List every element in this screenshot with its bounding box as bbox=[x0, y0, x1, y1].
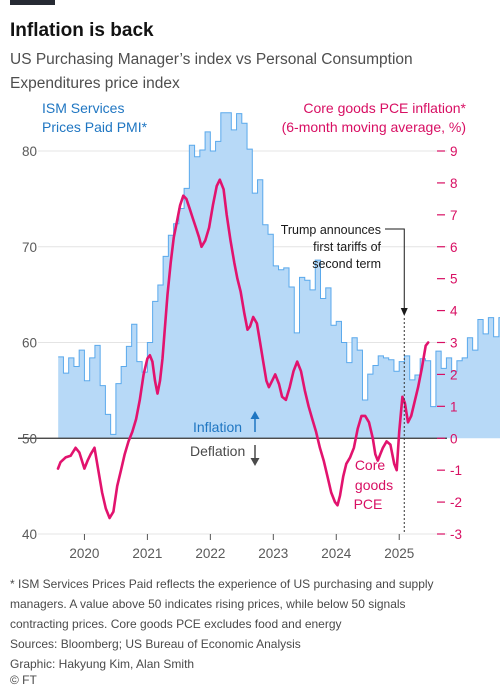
x-tick-2025: 2025 bbox=[384, 546, 414, 561]
right-axis-ticks: 9 8 7 6 5 4 3 2 1 0 -1 -2 -3 bbox=[437, 144, 462, 542]
chart-title: Inflation is back bbox=[10, 20, 154, 41]
pmi-area-series bbox=[58, 112, 500, 439]
right-tick-2: 2 bbox=[450, 367, 458, 382]
x-tick-2022: 2022 bbox=[195, 546, 225, 561]
annotation-line-3: second term bbox=[312, 257, 381, 271]
arrow-down-icon bbox=[250, 445, 260, 466]
footnote-line-3: contracting prices. Core goods PCE exclu… bbox=[10, 617, 342, 631]
left-axis-label-line-2: Prices Paid PMI* bbox=[42, 119, 148, 135]
right-tick-6: 6 bbox=[450, 240, 458, 255]
x-axis-ticks: 2020 2021 2022 2023 2024 2025 bbox=[69, 534, 414, 561]
right-tick--1: -1 bbox=[450, 463, 462, 478]
right-tick-0: 0 bbox=[450, 431, 458, 446]
annotation-arrow-icon bbox=[400, 308, 408, 316]
left-axis-ticks: 80 70 60 50 40 bbox=[22, 144, 37, 542]
tariff-annotation: Trump announces first tariffs of second … bbox=[281, 223, 408, 534]
right-axis-label-line-1: Core goods PCE inflation* bbox=[303, 100, 466, 116]
brand-bar bbox=[10, 0, 55, 5]
footnote: * ISM Services Prices Paid reflects the … bbox=[10, 574, 490, 674]
right-tick-4: 4 bbox=[450, 304, 458, 319]
x-tick-2023: 2023 bbox=[258, 546, 288, 561]
pce-series-label-line-1: Core bbox=[355, 457, 386, 473]
left-tick-80: 80 bbox=[22, 144, 37, 159]
ft-copyright: © FT bbox=[10, 673, 37, 687]
annotation-line-2: first tariffs of bbox=[313, 240, 381, 254]
right-axis-label-line-2: (6-month moving average, %) bbox=[282, 119, 466, 135]
pmi-area-fill bbox=[58, 112, 500, 439]
subtitle-line-1: US Purchasing Manager’s index vs Persona… bbox=[10, 51, 413, 68]
arrow-up-icon bbox=[250, 411, 260, 432]
pce-series-label-line-3: PCE bbox=[354, 496, 383, 512]
right-tick-5: 5 bbox=[450, 272, 458, 287]
footnote-line-2: managers. A value above 50 indicates ris… bbox=[10, 597, 406, 611]
pmi-area-outline bbox=[58, 112, 500, 435]
pce-series-label-line-2: goods bbox=[355, 477, 393, 493]
right-tick-7: 7 bbox=[450, 208, 458, 223]
left-tick-40: 40 bbox=[22, 527, 37, 542]
left-axis-label-line-1: ISM Services bbox=[42, 100, 124, 116]
pce-line-path bbox=[56, 178, 430, 520]
left-tick-50: 50 bbox=[22, 431, 37, 446]
x-tick-2021: 2021 bbox=[132, 546, 162, 561]
x-tick-2024: 2024 bbox=[321, 546, 352, 561]
right-tick-3: 3 bbox=[450, 336, 458, 351]
subtitle-line-2: Expenditures price index bbox=[10, 75, 180, 92]
right-tick-9: 9 bbox=[450, 144, 458, 159]
footnote-credits: Graphic: Hakyung Kim, Alan Smith bbox=[10, 657, 195, 671]
x-tick-2020: 2020 bbox=[69, 546, 99, 561]
inflation-label: Inflation bbox=[193, 419, 242, 435]
annotation-line-1: Trump announces bbox=[281, 223, 381, 237]
footnote-sources: Sources: Bloomberg; US Bureau of Economi… bbox=[10, 637, 301, 651]
right-tick-8: 8 bbox=[450, 176, 458, 191]
deflation-label: Deflation bbox=[190, 443, 245, 459]
right-tick-1: 1 bbox=[450, 399, 458, 414]
pce-line-series bbox=[56, 178, 430, 520]
chart-subtitle: US Purchasing Manager’s index vs Persona… bbox=[10, 48, 480, 96]
right-tick--3: -3 bbox=[450, 527, 462, 542]
right-tick--2: -2 bbox=[450, 495, 462, 510]
footnote-line-1: * ISM Services Prices Paid reflects the … bbox=[10, 577, 434, 591]
left-tick-60: 60 bbox=[22, 336, 37, 351]
annotation-leader bbox=[385, 228, 405, 314]
left-tick-70: 70 bbox=[22, 240, 37, 255]
pmi-vs-pce-chart: 80 70 60 50 40 9 8 7 6 5 4 3 2 1 0 -1 -2 -3 2020 2021 2022… bbox=[18, 100, 500, 561]
